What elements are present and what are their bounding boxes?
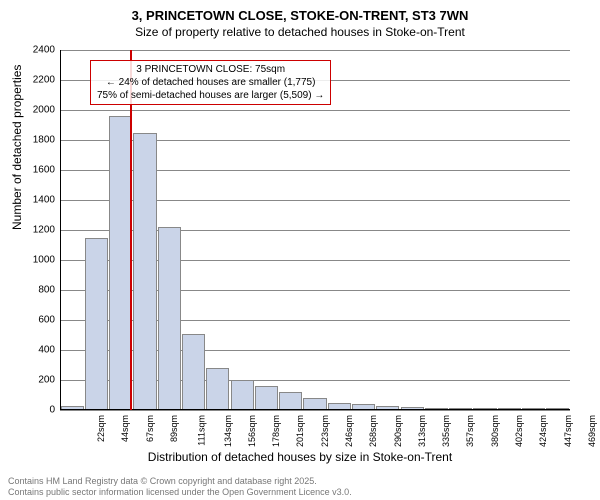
y-tick-label: 1200 bbox=[20, 225, 55, 236]
x-tick-label: 178sqm bbox=[271, 415, 281, 447]
x-tick-label: 246sqm bbox=[344, 415, 354, 447]
bar bbox=[279, 392, 302, 410]
bar bbox=[109, 116, 132, 410]
x-tick-label: 22sqm bbox=[96, 415, 106, 442]
x-tick-label: 335sqm bbox=[441, 415, 451, 447]
x-tick-label: 469sqm bbox=[587, 415, 597, 447]
y-tick-label: 800 bbox=[20, 285, 55, 296]
bar bbox=[231, 380, 254, 410]
bar bbox=[255, 386, 278, 410]
bar bbox=[206, 368, 229, 410]
y-tick-label: 600 bbox=[20, 315, 55, 326]
x-tick-label: 89sqm bbox=[169, 415, 179, 442]
x-tick-label: 268sqm bbox=[368, 415, 378, 447]
x-tick-label: 44sqm bbox=[120, 415, 130, 442]
y-tick-label: 1800 bbox=[20, 135, 55, 146]
gridline bbox=[60, 410, 570, 411]
y-tick-label: 1600 bbox=[20, 165, 55, 176]
footer-line2: Contains public sector information licen… bbox=[8, 487, 352, 498]
y-tick-label: 0 bbox=[20, 405, 55, 416]
y-axis bbox=[60, 50, 61, 410]
x-tick-label: 380sqm bbox=[490, 415, 500, 447]
x-tick-label: 313sqm bbox=[417, 415, 427, 447]
y-tick-label: 1000 bbox=[20, 255, 55, 266]
annotation-line3: 75% of semi-detached houses are larger (… bbox=[97, 89, 324, 102]
y-tick-label: 400 bbox=[20, 345, 55, 356]
x-tick-label: 290sqm bbox=[393, 415, 403, 447]
x-tick-label: 201sqm bbox=[295, 415, 305, 447]
x-tick-label: 223sqm bbox=[320, 415, 330, 447]
annotation-box: 3 PRINCETOWN CLOSE: 75sqm ← 24% of detac… bbox=[90, 60, 331, 105]
footer-line1: Contains HM Land Registry data © Crown c… bbox=[8, 476, 352, 487]
chart-title-1: 3, PRINCETOWN CLOSE, STOKE-ON-TRENT, ST3… bbox=[0, 0, 600, 23]
plot-area: 0200400600800100012001400160018002000220… bbox=[60, 50, 570, 410]
bar bbox=[85, 238, 108, 411]
x-tick-label: 67sqm bbox=[145, 415, 155, 442]
x-tick-label: 156sqm bbox=[247, 415, 257, 447]
y-tick-label: 2000 bbox=[20, 105, 55, 116]
x-axis bbox=[60, 409, 570, 410]
x-tick-label: 402sqm bbox=[514, 415, 524, 447]
xaxis-title: Distribution of detached houses by size … bbox=[0, 450, 600, 464]
bar bbox=[182, 334, 205, 411]
chart-title-2: Size of property relative to detached ho… bbox=[0, 23, 600, 39]
y-tick-label: 2200 bbox=[20, 75, 55, 86]
y-tick-label: 2400 bbox=[20, 45, 55, 56]
bar bbox=[158, 227, 181, 410]
x-tick-label: 357sqm bbox=[465, 415, 475, 447]
bar bbox=[133, 133, 156, 411]
y-tick-label: 1400 bbox=[20, 195, 55, 206]
x-tick-label: 447sqm bbox=[563, 415, 573, 447]
x-tick-label: 111sqm bbox=[197, 415, 207, 446]
x-tick-label: 424sqm bbox=[538, 415, 548, 447]
footer: Contains HM Land Registry data © Crown c… bbox=[8, 476, 352, 498]
y-tick-label: 200 bbox=[20, 375, 55, 386]
annotation-line1: 3 PRINCETOWN CLOSE: 75sqm bbox=[97, 63, 324, 76]
annotation-line2: ← 24% of detached houses are smaller (1,… bbox=[97, 76, 324, 89]
x-tick-label: 134sqm bbox=[223, 415, 233, 447]
